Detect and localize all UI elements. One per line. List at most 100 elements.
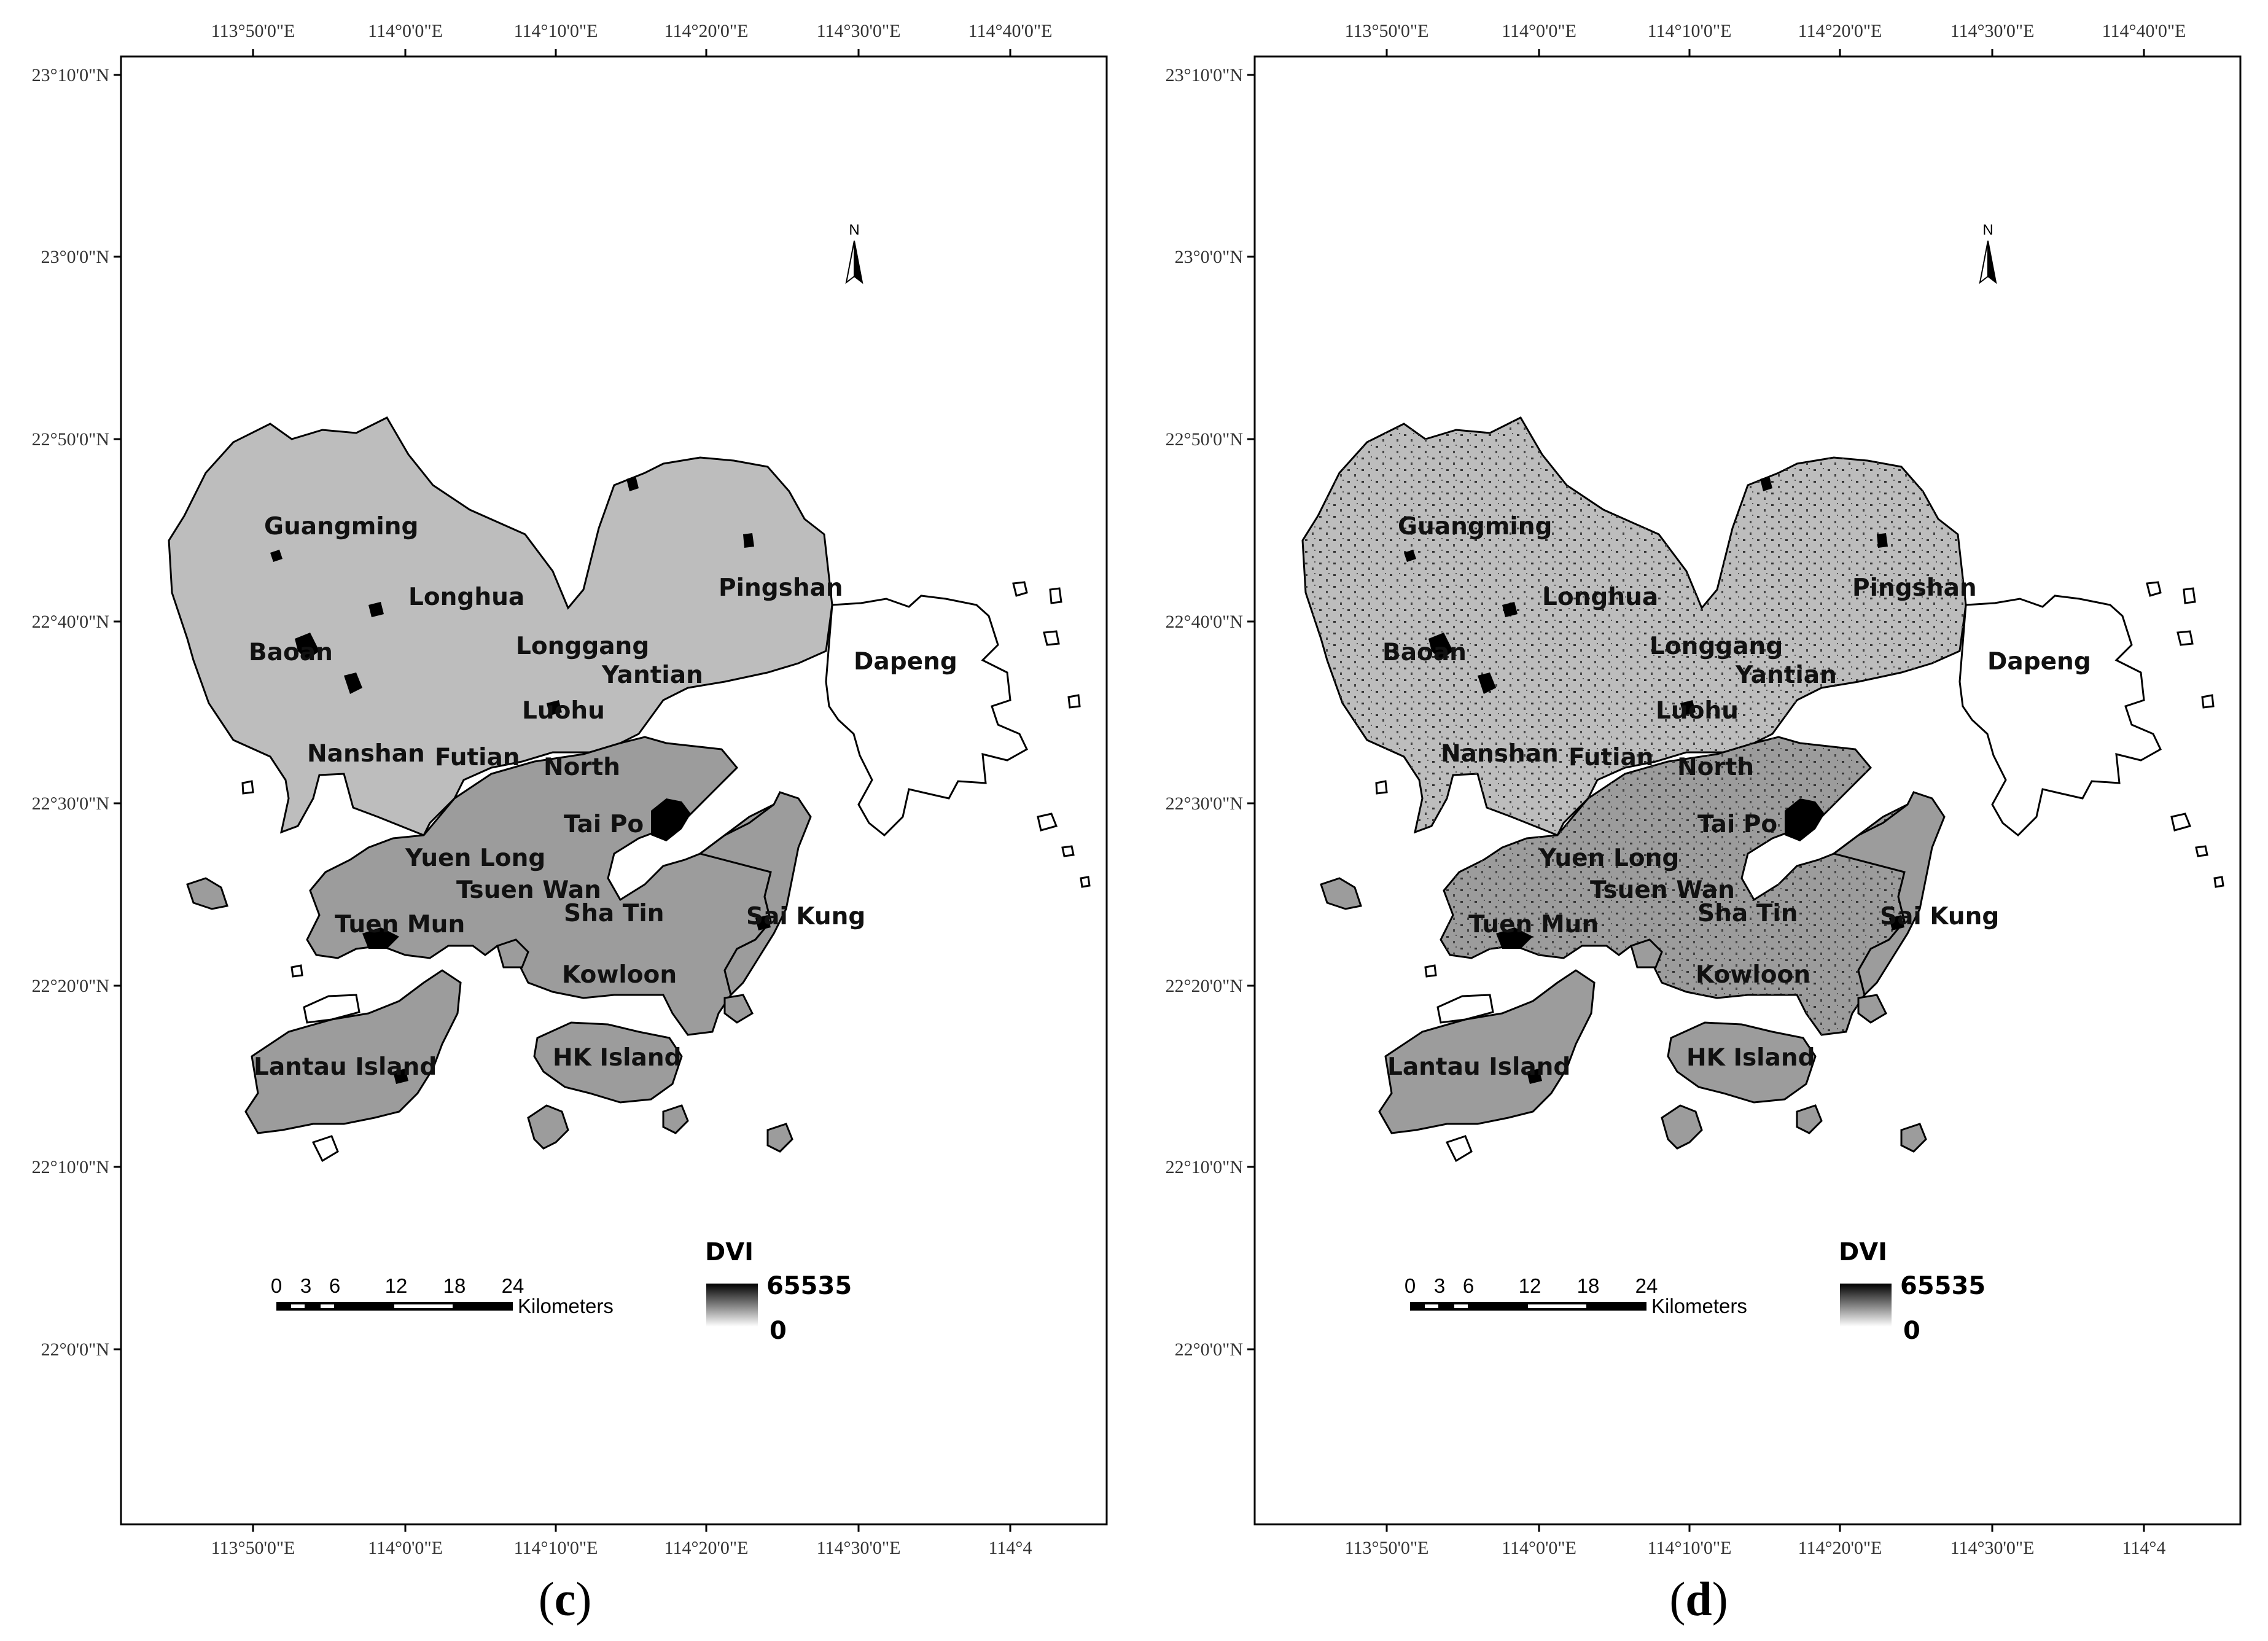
place-label-dapeng: Dapeng [1987,648,2091,676]
place-label-lantau: Lantau Island [1387,1053,1570,1081]
reservoirs [1404,476,1904,1084]
place-label-sha-tin: Sha Tin [564,900,664,927]
top-longitude-label: 114°30'0"E [817,21,901,41]
scale-tick-label: 24 [1635,1274,1658,1297]
top-longitude-label: 114°0'0"E [1502,21,1576,41]
scale-tick-label: 6 [1463,1274,1474,1297]
bottom-longitude-labels: 113°50'0"E 114°0'0"E 114°10'0"E 114°20'0"E 1… [211,1538,1032,1558]
scale-tick-label: 3 [300,1274,311,1297]
scale-tick-label: 0 [271,1274,282,1297]
place-label-baoan: Baoan [249,639,333,666]
bottom-longitude-label: 114°30'0"E [817,1538,901,1558]
scale-unit-label: Kilometers [518,1295,614,1317]
place-label-sai-kung: Sai Kung [1880,903,1999,930]
latitude-label: 22°10'0"N [1166,1157,1243,1177]
dapeng-region [825,594,1028,837]
map-svg: 113°50'0"E 114°0'0"E 114°10'0"E 114°20'0"E 1… [1166,21,2242,1626]
hk-island-region [1667,1021,1817,1104]
place-label-kowloon: Kowloon [1696,961,1810,989]
place-label-tsuen-wan: Tsuen Wan [456,876,601,904]
bottom-longitude-label: 114°20'0"E [664,1538,749,1558]
bottom-longitude-label: 113°50'0"E [1345,1538,1429,1558]
scale-unit-label: Kilometers [1651,1295,1747,1317]
place-label-dapeng: Dapeng [854,648,957,676]
place-label-yantian: Yantian [1735,661,1837,689]
lantau-north-islet [303,994,360,1024]
latitude-label: 22°0'0"N [41,1339,109,1360]
place-label-guangming: Guangming [1398,513,1552,540]
latitude-label: 22°50'0"N [1166,429,1243,450]
place-label-nanshan: Nanshan [1441,740,1559,768]
lantau-island-region [1378,969,1596,1134]
latitude-label: 23°0'0"N [1175,247,1243,267]
place-label-luohu: Luohu [522,697,605,725]
top-longitude-labels: 113°50'0"E 114°0'0"E 114°10'0"E 114°20'0"E 1… [1345,21,2186,41]
latitude-label: 22°30'0"N [1166,793,1243,814]
top-longitude-label: 114°0'0"E [368,21,443,41]
left-latitude-labels: 23°10'0"N 23°0'0"N 22°50'0"N 22°40'0"N 22°30… [32,65,109,1360]
shenzhen-speckle [1303,418,1966,835]
panel-caption: (c) [539,1572,592,1626]
left-latitude-labels: 23°10'0"N 23°0'0"N 22°50'0"N 22°40'0"N 22°30… [1166,65,1243,1360]
hk-island-region [533,1021,683,1104]
latitude-label: 22°20'0"N [32,976,109,996]
place-label-luohu: Luohu [1656,697,1739,725]
scale-tick-label: 12 [385,1274,408,1297]
top-longitude-label: 114°40'0"E [2102,21,2186,41]
graticule-ticks [114,49,1011,1532]
place-label-tuen-mun: Tuen Mun [335,911,465,938]
place-label-pingshan: Pingshan [719,574,843,602]
latitude-label: 22°40'0"N [1166,612,1243,632]
bottom-longitude-label: 114°0'0"E [1502,1538,1576,1558]
place-label-longgang: Longgang [1650,633,1783,660]
latitude-label: 22°50'0"N [32,429,109,450]
svg-text:N: N [1982,222,1993,238]
bottom-longitude-label: 114°10'0"E [514,1538,598,1558]
small-islands [1320,581,2224,1163]
place-label-tuen-mun: Tuen Mun [1468,911,1599,938]
scale-tick-label: 18 [1577,1274,1600,1297]
scale-tick-label: 12 [1519,1274,1541,1297]
place-label-baoan: Baoan [1382,639,1467,666]
latitude-label: 22°0'0"N [1175,1339,1243,1360]
north-arrow-icon: N [845,222,863,284]
place-label-tai-po: Tai Po [1697,811,1777,838]
top-longitude-label: 113°50'0"E [211,21,295,41]
latitude-label: 22°10'0"N [32,1157,109,1177]
place-label-longgang: Longgang [516,633,649,660]
top-longitude-label: 114°40'0"E [968,21,1053,41]
reservoirs [270,476,771,1084]
graticule-ticks [1247,49,2145,1532]
map-frame [120,55,1108,1526]
svg-text:65535: 65535 [766,1272,852,1300]
shenzhen-region [168,416,833,836]
scale-tick-label: 24 [502,1274,524,1297]
scale-tick-label: 3 [1434,1274,1445,1297]
place-label-guangming: Guangming [264,513,418,540]
place-label-longhua: Longhua [1542,583,1658,611]
bottom-longitude-label: 114°10'0"E [1648,1538,1732,1558]
place-label-lantau: Lantau Island [254,1053,437,1081]
svg-text:N: N [849,222,859,238]
map-panel-c: 113°50'0"E 114°0'0"E 114°10'0"E 114°20'0"E 1… [32,21,1108,1626]
place-labels: Guangming Longhua Pingshan Baoan LonggangYan… [1382,513,2091,1081]
scale-tick-label: 0 [1405,1274,1416,1297]
svg-text:DVI: DVI [705,1238,754,1266]
latitude-label: 22°30'0"N [32,793,109,814]
place-label-futian: Futian [1569,744,1654,771]
place-label-hk-island: HK Island [553,1044,682,1072]
place-label-hk-island: HK Island [1686,1044,1815,1072]
bottom-longitude-labels: 113°50'0"E 114°0'0"E 114°10'0"E 114°20'0"E 1… [1345,1538,2166,1558]
svg-text:65535: 65535 [1900,1272,1985,1300]
map-panel-d: 113°50'0"E 114°0'0"E 114°10'0"E 114°20'0"E 1… [1134,0,2267,1641]
place-labels: Guangming Longhua Pingshan Baoan LonggangYan… [249,513,957,1081]
scale-tick-label: 18 [443,1274,466,1297]
bottom-longitude-label: 114°30'0"E [1950,1538,2035,1558]
map-frame [1253,55,2242,1526]
place-label-yantian: Yantian [601,661,703,689]
place-label-nanshan: Nanshan [307,740,425,768]
top-longitude-label: 114°30'0"E [1950,21,2035,41]
latitude-label: 22°20'0"N [1166,976,1243,996]
bottom-longitude-label: 114°4 [2122,1538,2166,1558]
